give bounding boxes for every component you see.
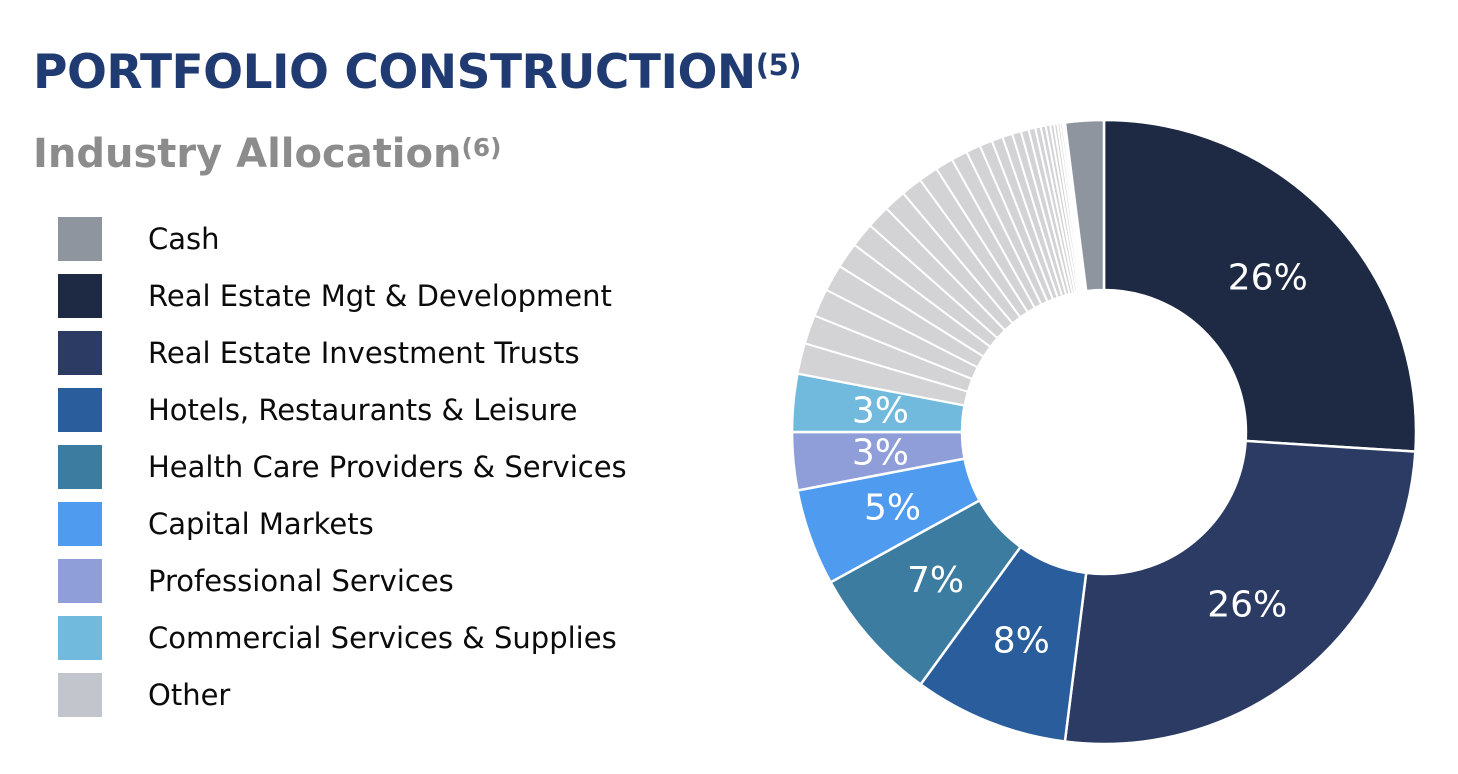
legend-swatch [58, 672, 102, 717]
legend-item: Real Estate Mgt & Development [58, 267, 627, 324]
donut-data-label-26pct: 26% [1207, 585, 1287, 626]
legend-label: Commercial Services & Supplies [148, 620, 617, 655]
page-subtitle-text: Industry Allocation [33, 131, 462, 178]
donut-slice-real-estate-mgt-development [1102, 118, 1418, 453]
donut-data-label-8pct: 8% [993, 620, 1050, 661]
donut-data-label-7pct: 7% [907, 560, 964, 601]
legend-swatch [58, 558, 102, 603]
legend-label: Other [148, 677, 231, 712]
legend-swatch [58, 216, 102, 261]
legend-label: Real Estate Investment Trusts [148, 335, 580, 370]
legend-label: Real Estate Mgt & Development [148, 278, 612, 313]
legend-item: Commercial Services & Supplies [58, 609, 627, 666]
legend: Cash Real Estate Mgt & Development Real Es… [58, 210, 627, 723]
legend-swatch [58, 444, 102, 489]
legend-item: Health Care Providers & Services [58, 438, 627, 495]
legend-label: Health Care Providers & Services [148, 449, 627, 484]
donut-data-label-5pct: 5% [864, 488, 921, 529]
page-title: PORTFOLIO CONSTRUCTION(5) [33, 45, 802, 101]
page-subtitle-footnote-marker: (6) [461, 133, 502, 163]
legend-swatch [58, 330, 102, 375]
page-subtitle: Industry Allocation(6) [33, 131, 501, 177]
donut-data-label-3pct: 3% [852, 390, 909, 431]
page-title-footnote-marker: (5) [755, 48, 802, 83]
legend-swatch [58, 273, 102, 318]
legend-swatch [58, 615, 102, 660]
legend-item: Other [58, 666, 627, 723]
legend-item: Cash [58, 210, 627, 267]
legend-label: Capital Markets [148, 506, 374, 541]
legend-swatch [58, 501, 102, 546]
legend-item: Hotels, Restaurants & Leisure [58, 381, 627, 438]
donut-slice-real-estate-investment-trusts [1063, 439, 1417, 746]
donut-slice-cash [1063, 118, 1106, 293]
legend-swatch [58, 387, 102, 432]
legend-item: Capital Markets [58, 495, 627, 552]
legend-label: Hotels, Restaurants & Leisure [148, 392, 578, 427]
legend-label: Cash [148, 221, 220, 256]
legend-label: Professional Services [148, 563, 454, 598]
legend-item: Real Estate Investment Trusts [58, 324, 627, 381]
donut-data-label-26pct: 26% [1228, 258, 1308, 299]
donut-data-label-3pct: 3% [852, 433, 909, 474]
legend-item: Professional Services [58, 552, 627, 609]
page-title-text: PORTFOLIO CONSTRUCTION [33, 45, 756, 101]
